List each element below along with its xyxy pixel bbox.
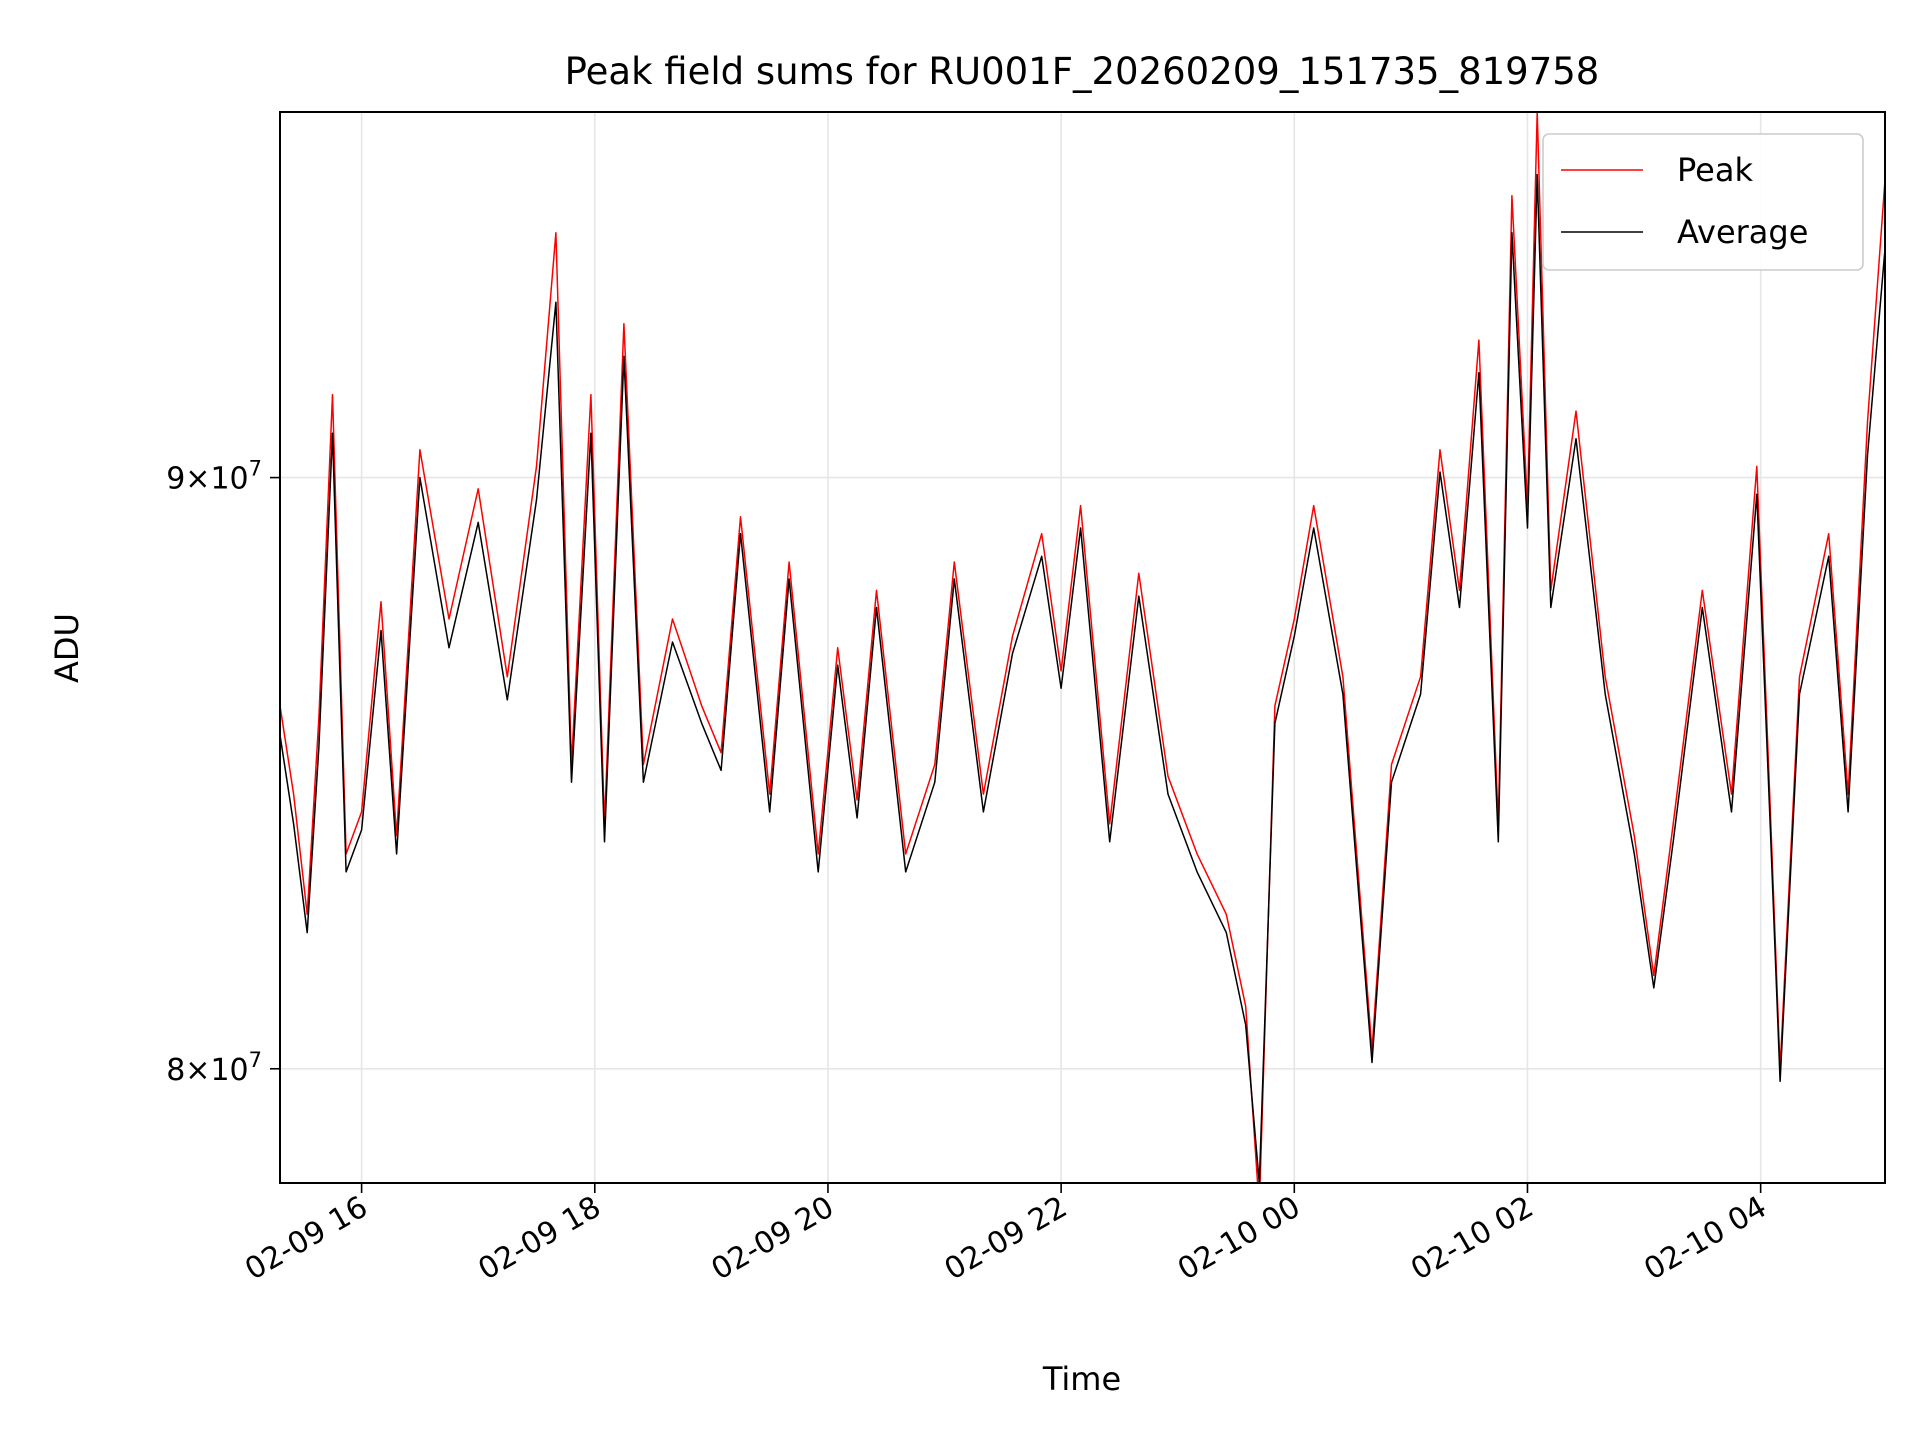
plot-frame [279,111,1886,1184]
x-axis-label: Time [1042,1360,1121,1398]
legend-label-peak: Peak [1677,151,1753,189]
legend: Peak Average [1542,133,1864,271]
legend-label-average: Average [1677,213,1808,251]
y-tick-label: 9×107 [166,457,262,497]
y-axis-label: ADU [48,613,86,683]
chart-title: Peak field sums for RU001F_20260209_1517… [565,50,1600,93]
legend-box [1542,133,1864,271]
series-line-peak [280,112,1885,1183]
y-tick-label: 8×107 [166,1048,262,1088]
series-line-average [280,173,1885,1183]
